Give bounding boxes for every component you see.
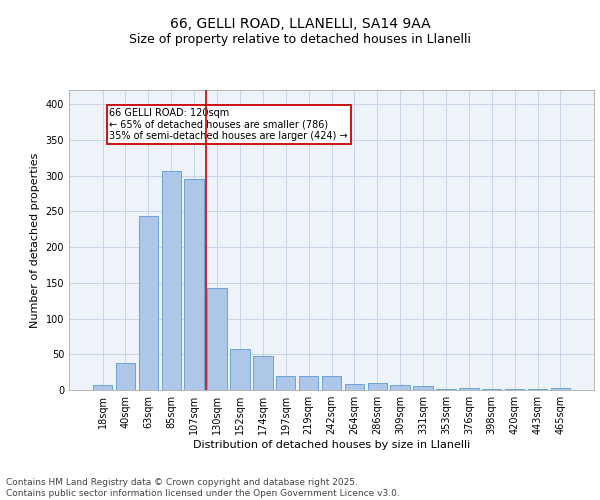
- Bar: [299, 376, 319, 390]
- Bar: [368, 383, 387, 390]
- Bar: [139, 216, 158, 390]
- Text: Size of property relative to detached houses in Llanelli: Size of property relative to detached ho…: [129, 32, 471, 46]
- Text: 66 GELLI ROAD: 120sqm
← 65% of detached houses are smaller (786)
35% of semi-det: 66 GELLI ROAD: 120sqm ← 65% of detached …: [109, 108, 348, 141]
- Bar: [551, 388, 570, 390]
- Bar: [391, 385, 410, 390]
- Y-axis label: Number of detached properties: Number of detached properties: [30, 152, 40, 328]
- Bar: [93, 385, 112, 390]
- Bar: [276, 376, 295, 390]
- Bar: [322, 376, 341, 390]
- Text: Contains HM Land Registry data © Crown copyright and database right 2025.
Contai: Contains HM Land Registry data © Crown c…: [6, 478, 400, 498]
- Bar: [253, 356, 272, 390]
- Bar: [116, 363, 135, 390]
- Bar: [413, 386, 433, 390]
- Bar: [344, 384, 364, 390]
- Bar: [230, 350, 250, 390]
- Bar: [436, 388, 455, 390]
- Bar: [208, 288, 227, 390]
- Bar: [184, 180, 204, 390]
- Bar: [161, 170, 181, 390]
- Bar: [482, 388, 502, 390]
- X-axis label: Distribution of detached houses by size in Llanelli: Distribution of detached houses by size …: [193, 440, 470, 450]
- Bar: [459, 388, 479, 390]
- Text: 66, GELLI ROAD, LLANELLI, SA14 9AA: 66, GELLI ROAD, LLANELLI, SA14 9AA: [170, 18, 430, 32]
